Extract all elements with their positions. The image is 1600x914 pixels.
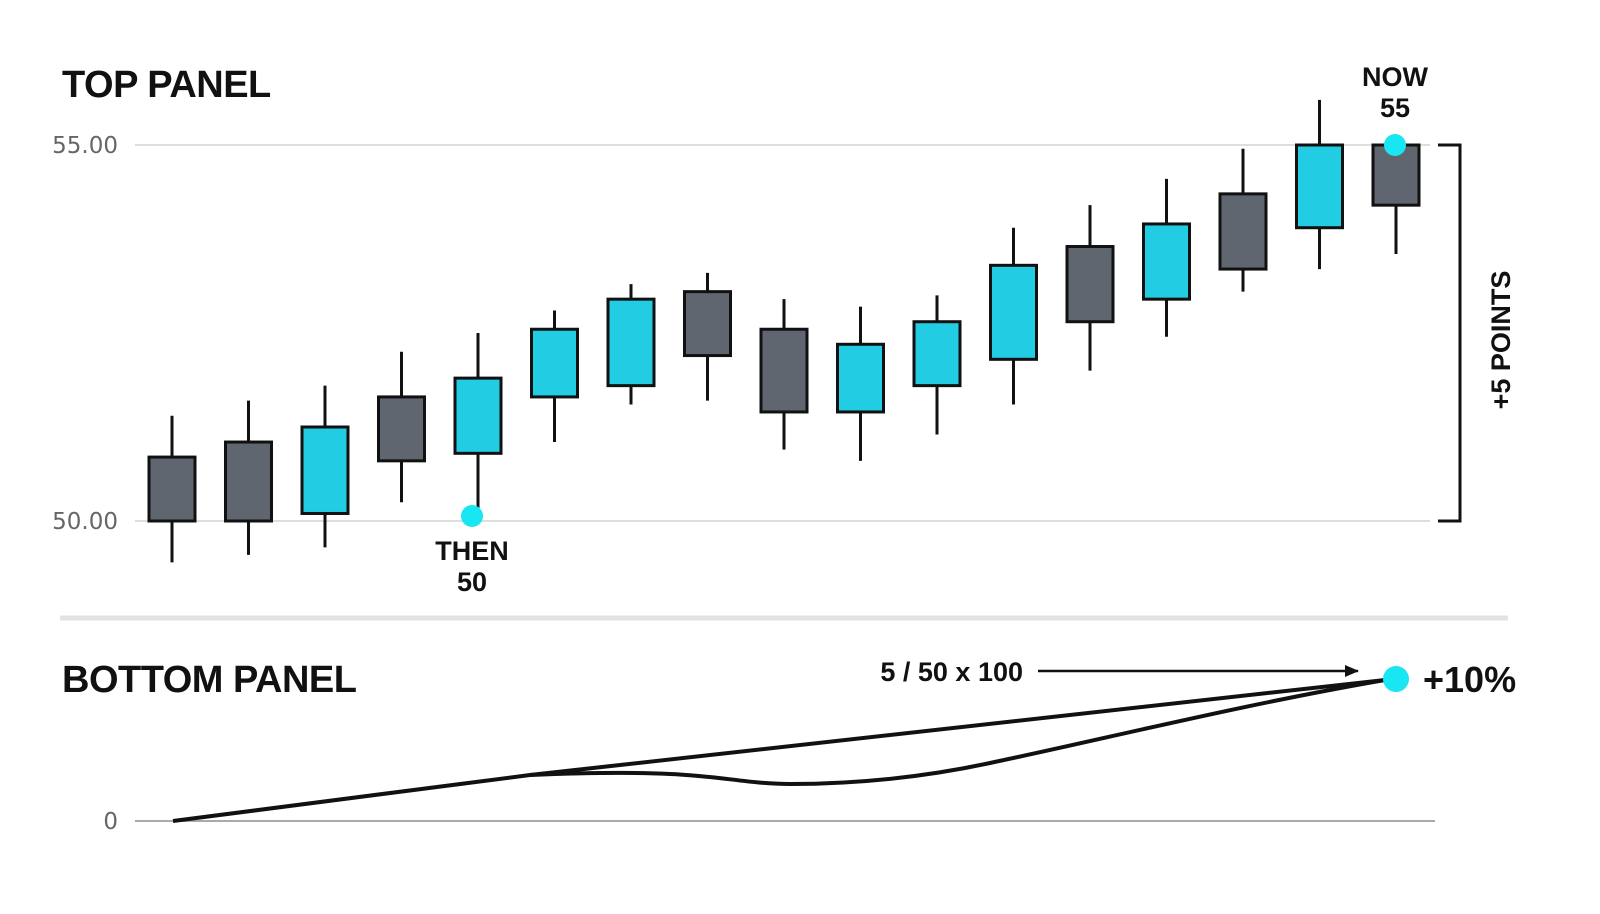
bracket [1438, 143, 1462, 523]
candle-body [300, 425, 350, 515]
straight-growth-line [172, 678, 1386, 823]
candle-8 [683, 272, 732, 401]
candle-body [530, 327, 579, 399]
candle-9 [759, 299, 809, 450]
result-marker [1383, 666, 1409, 692]
candle-14 [1142, 178, 1191, 337]
candle-body [377, 395, 426, 463]
candle-12 [989, 227, 1038, 405]
y-tick-label-55: 55.00 [52, 133, 118, 159]
candle-body [1218, 192, 1268, 271]
top-panel-title: TOP PANEL [62, 64, 271, 106]
now-value: 55 [1380, 93, 1410, 123]
candle-15 [1218, 148, 1268, 292]
candle-16 [1295, 99, 1344, 270]
formula-label: 5 / 50 x 100 [880, 657, 1023, 687]
candle-body [912, 320, 962, 388]
candle-body [1295, 143, 1344, 230]
now-marker [1384, 134, 1406, 156]
candle-body [224, 440, 273, 523]
candlestick-series [147, 99, 1421, 563]
candle-body [453, 376, 503, 455]
bottom-panel-title: BOTTOM PANEL [62, 659, 357, 701]
candle-body [1065, 245, 1115, 324]
candle-11 [912, 295, 962, 435]
actual-growth-line [529, 678, 1386, 786]
then-value: 50 [457, 567, 487, 597]
candle-body [147, 455, 197, 523]
result-label: +10% [1423, 659, 1516, 700]
candle-body [989, 263, 1038, 361]
candle-body [836, 342, 885, 414]
candle-4 [377, 351, 426, 503]
candle-body [759, 327, 809, 414]
candle-17 [1371, 143, 1421, 255]
candle-2 [224, 400, 273, 555]
then-marker [461, 505, 483, 527]
candle-body [1142, 222, 1191, 301]
y-tick-label-50: 50.00 [52, 509, 118, 535]
candle-7 [606, 284, 656, 405]
candle-body [683, 290, 732, 358]
zero-tick-label: 0 [103, 809, 118, 835]
bracket-label: +5 POINTS [1486, 271, 1516, 410]
now-label: NOW [1362, 62, 1429, 92]
candle-5 [453, 333, 503, 521]
candle-1 [147, 415, 197, 563]
candle-body [606, 297, 656, 388]
then-label: THEN [435, 536, 509, 566]
candle-10 [836, 306, 885, 461]
candle-3 [300, 385, 350, 548]
candle-13 [1065, 205, 1115, 371]
candle-6 [530, 310, 579, 443]
